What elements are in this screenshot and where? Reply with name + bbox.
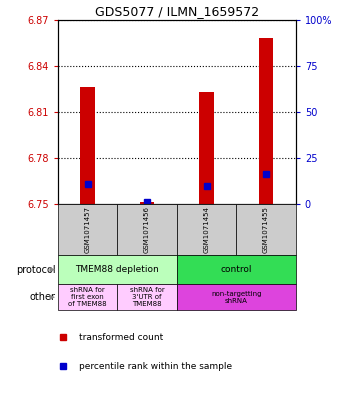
Bar (259, 38, 273, 204)
Text: GSM1071455: GSM1071455 (263, 206, 269, 253)
Text: non-targetting
shRNA: non-targetting shRNA (211, 291, 261, 304)
Bar (177, 255, 296, 284)
Bar (58, 204, 117, 255)
Bar (236, 204, 296, 255)
Text: percentile rank within the sample: percentile rank within the sample (79, 362, 232, 371)
Text: shRNA for
first exon
of TMEM88: shRNA for first exon of TMEM88 (68, 287, 107, 307)
Text: GSM1071457: GSM1071457 (85, 206, 90, 253)
Text: control: control (221, 265, 252, 274)
Bar (117, 284, 177, 310)
Text: other: other (30, 292, 55, 302)
Text: GSM1071456: GSM1071456 (144, 206, 150, 253)
Text: protocol: protocol (16, 264, 55, 275)
Bar (140, 202, 154, 204)
Text: GSM1071454: GSM1071454 (204, 206, 209, 253)
Bar (117, 204, 177, 255)
Bar (58, 284, 117, 310)
Text: transformed count: transformed count (79, 332, 164, 342)
Bar (177, 284, 296, 310)
Bar (58, 255, 177, 284)
Text: TMEM88 depletion: TMEM88 depletion (75, 265, 159, 274)
Text: shRNA for
3'UTR of
TMEM88: shRNA for 3'UTR of TMEM88 (130, 287, 165, 307)
Title: GDS5077 / ILMN_1659572: GDS5077 / ILMN_1659572 (95, 6, 259, 18)
Bar (199, 92, 214, 204)
Bar (80, 87, 95, 204)
Bar (177, 204, 236, 255)
